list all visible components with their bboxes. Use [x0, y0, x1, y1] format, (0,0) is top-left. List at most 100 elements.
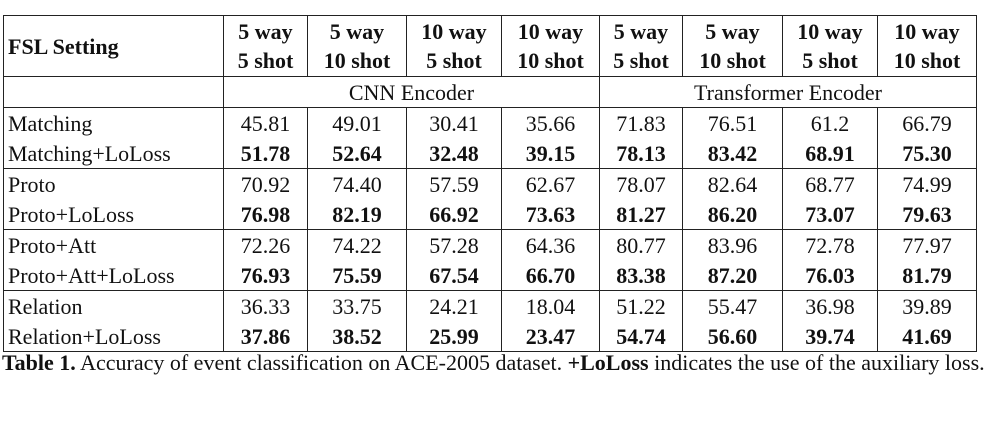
row-label: Proto+Att — [3, 229, 224, 260]
header-cell: 10 way 5 shot — [782, 15, 878, 77]
header-line: 10 shot — [893, 48, 961, 73]
row-value: 38.52 — [307, 321, 407, 352]
row-value: 71.83 — [599, 107, 683, 138]
row-value: 33.75 — [307, 290, 407, 321]
row-value: 36.98 — [782, 290, 878, 321]
header-cell: 10 way 5 shot — [406, 15, 502, 77]
row-value: 76.51 — [682, 107, 783, 138]
header-cell: FSL Setting — [3, 15, 224, 77]
row-value: 80.77 — [599, 229, 683, 260]
row-value: 82.64 — [682, 168, 783, 199]
data-row: Relation+LoLoss 37.86 38.52 25.99 23.47 54.74… — [3, 321, 977, 352]
row-value: 78.13 — [599, 138, 683, 169]
caption-label: Table 1. — [2, 350, 76, 375]
header-line: 5 way — [705, 19, 760, 44]
row-value: 77.97 — [877, 229, 977, 260]
row-value: 81.27 — [599, 199, 683, 230]
row-value: 30.41 — [406, 107, 502, 138]
row-value: 81.79 — [877, 260, 977, 291]
row-value: 76.98 — [223, 199, 308, 230]
header-line: 5 way — [329, 19, 385, 44]
group-row: CNN Encoder Transformer Encoder — [3, 76, 977, 108]
data-row: Matching+LoLoss 51.78 52.64 32.48 39.15 78.13… — [3, 138, 977, 169]
header-cell: 5 way 5 shot — [223, 15, 308, 77]
row-value: 73.63 — [501, 199, 600, 230]
row-value: 75.59 — [307, 260, 407, 291]
row-value: 70.92 — [223, 168, 308, 199]
results-table: FSL Setting 5 way 5 shot 5 way 10 shot 10 way… — [3, 15, 977, 352]
row-label: Proto+Att+LoLoss — [3, 260, 224, 291]
row-label: Relation+LoLoss — [3, 321, 224, 352]
header-cell: 5 way 10 shot — [682, 15, 783, 77]
header-cell: 10 way 10 shot — [501, 15, 600, 77]
row-value: 66.70 — [501, 260, 600, 291]
row-value: 35.66 — [501, 107, 600, 138]
row-value: 61.2 — [782, 107, 878, 138]
row-value: 76.03 — [782, 260, 878, 291]
caption: Table 1. Accuracy of event classificatio… — [2, 348, 992, 378]
row-value: 24.21 — [406, 290, 502, 321]
caption-rest: indicates the use of the auxiliary loss. — [654, 350, 985, 375]
row-value: 39.74 — [782, 321, 878, 352]
row-value: 68.91 — [782, 138, 878, 169]
header-line: 10 shot — [323, 48, 391, 73]
row-value: 73.07 — [782, 199, 878, 230]
row-value: 76.93 — [223, 260, 308, 291]
row-value: 83.42 — [682, 138, 783, 169]
row-label: Matching+LoLoss — [3, 138, 224, 169]
row-value: 45.81 — [223, 107, 308, 138]
header-line: 5 shot — [426, 48, 482, 73]
row-value: 83.38 — [599, 260, 683, 291]
row-value: 32.48 — [406, 138, 502, 169]
data-row: Matching 45.81 49.01 30.41 35.66 71.83 76.51 61… — [3, 107, 977, 138]
row-value: 68.77 — [782, 168, 878, 199]
row-value: 49.01 — [307, 107, 407, 138]
header-line: 5 way — [613, 19, 669, 44]
header-cell: 5 way 5 shot — [599, 15, 683, 77]
row-value: 75.30 — [877, 138, 977, 169]
header-cell: 5 way 10 shot — [307, 15, 407, 77]
row-value: 86.20 — [682, 199, 783, 230]
header-line: 5 way — [238, 19, 293, 44]
row-value: 74.99 — [877, 168, 977, 199]
row-value: 72.78 — [782, 229, 878, 260]
data-row: Proto+LoLoss 76.98 82.19 66.92 73.63 81.27 86.… — [3, 199, 977, 230]
data-row: Relation 36.33 33.75 24.21 18.04 51.22 55.47 36… — [3, 290, 977, 321]
header-cell: 10 way 10 shot — [877, 15, 977, 77]
empty-cell — [3, 76, 224, 108]
row-value: 54.74 — [599, 321, 683, 352]
row-value: 64.36 — [501, 229, 600, 260]
group-cell: CNN Encoder — [223, 76, 600, 108]
row-value: 79.63 — [877, 199, 977, 230]
row-value: 39.89 — [877, 290, 977, 321]
row-value: 37.86 — [223, 321, 308, 352]
header-row: FSL Setting 5 way 5 shot 5 way 10 shot 10 way… — [3, 15, 977, 77]
row-value: 57.28 — [406, 229, 502, 260]
header-line: 5 shot — [237, 48, 294, 73]
caption-emph: +LoLoss — [567, 350, 649, 375]
row-value: 72.26 — [223, 229, 308, 260]
row-value: 23.47 — [501, 321, 600, 352]
row-value: 67.54 — [406, 260, 502, 291]
header-line: 10 way — [517, 19, 584, 44]
row-value: 39.15 — [501, 138, 600, 169]
row-value: 52.64 — [307, 138, 407, 169]
caption-text: Accuracy of event classification on ACE-… — [80, 350, 563, 375]
row-label: Relation — [3, 290, 224, 321]
row-value: 66.79 — [877, 107, 977, 138]
header-setting: FSL Setting — [8, 33, 119, 59]
row-label: Proto+LoLoss — [3, 199, 224, 230]
row-value: 82.19 — [307, 199, 407, 230]
row-value: 87.20 — [682, 260, 783, 291]
header-line: 5 shot — [613, 48, 669, 73]
row-value: 18.04 — [501, 290, 600, 321]
row-value: 55.47 — [682, 290, 783, 321]
data-row: Proto+Att+LoLoss 76.93 75.59 67.54 66.70 83.3… — [3, 260, 977, 291]
table-wrap: FSL Setting 5 way 5 shot 5 way 10 shot 10 way… — [3, 15, 977, 352]
header-line: 10 way — [894, 19, 960, 44]
row-value: 57.59 — [406, 168, 502, 199]
row-value: 25.99 — [406, 321, 502, 352]
row-value: 74.22 — [307, 229, 407, 260]
row-value: 83.96 — [682, 229, 783, 260]
header-line: 10 shot — [517, 48, 584, 73]
